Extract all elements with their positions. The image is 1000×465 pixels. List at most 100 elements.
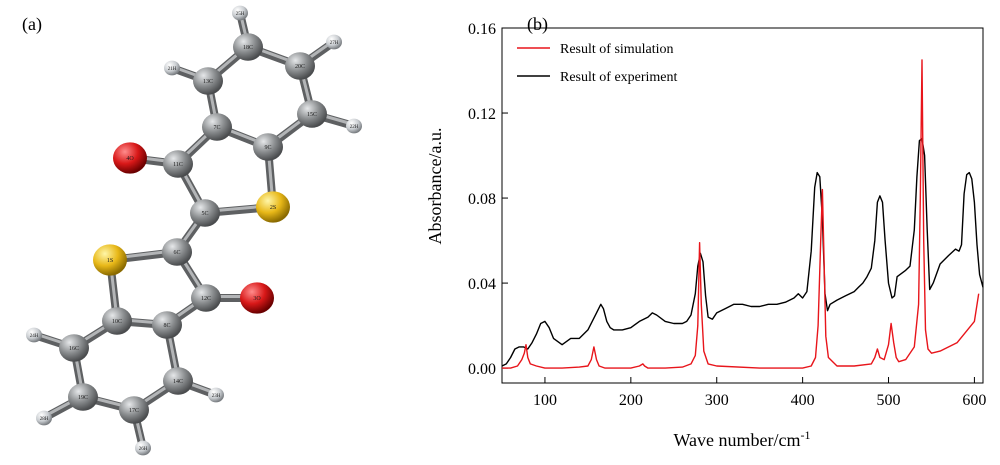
x-axis-label: Wave number/cm-1 — [673, 428, 810, 450]
atom-sphere — [163, 150, 193, 178]
atom-12C: 12C — [191, 284, 221, 312]
x-axis: 100 200 300 400 500 600 — [533, 377, 986, 409]
atom-label: 13C — [203, 79, 213, 85]
atom-label: 7C — [213, 125, 220, 131]
atom-label: 12C — [201, 296, 211, 302]
atom-label: 15C — [307, 112, 317, 118]
y-tick-label: 0.08 — [468, 191, 496, 208]
atom-sphere — [191, 284, 221, 312]
atom-label: 22H — [350, 125, 359, 130]
atom-21H: 21H — [164, 60, 180, 76]
x-axis-label-sup: -1 — [801, 428, 811, 442]
atom-sphere — [202, 113, 232, 141]
atom-sphere — [240, 282, 274, 314]
legend-label-simulation: Result of simulation — [560, 42, 674, 57]
atom-sphere — [164, 60, 180, 76]
atom-8C: 8C — [152, 311, 182, 339]
atom-1S: 1S — [93, 244, 127, 276]
y-tick-label: 0.04 — [468, 276, 496, 293]
y-axis-label: Absorbance/a.u. — [425, 128, 445, 245]
x-tick-label: 500 — [877, 392, 901, 409]
atom-label: 8C — [163, 323, 170, 329]
series-layer — [501, 59, 984, 369]
atom-sphere — [346, 118, 362, 134]
atom-sphere — [208, 387, 224, 403]
atom-26H: 26H — [135, 440, 151, 456]
atom-label: 10C — [112, 319, 122, 325]
atom-label: 18C — [243, 45, 253, 51]
atom-label: 23H — [212, 394, 221, 399]
x-tick-label: 300 — [705, 392, 729, 409]
atom-sphere — [36, 410, 52, 426]
atom-sphere — [163, 367, 193, 395]
atom-label: 25H — [236, 12, 245, 17]
legend-label-experiment: Result of experiment — [560, 70, 678, 85]
atom-label: 11C — [173, 162, 183, 168]
atom-label: 24H — [30, 334, 39, 339]
atom-sphere — [93, 244, 127, 276]
atom-6C: 6C — [162, 238, 192, 266]
atom-2S: 2S — [256, 191, 290, 223]
y-tick-label: 0.12 — [468, 106, 496, 123]
series-line-result-of-simulation — [502, 59, 980, 369]
atom-sphere — [152, 311, 182, 339]
atom-sphere — [59, 334, 89, 362]
atom-9C: 9C — [253, 133, 283, 161]
atom-3O: 3O — [240, 282, 274, 314]
atom-sphere — [190, 199, 220, 227]
atom-sphere — [26, 327, 42, 343]
atom-24H: 24H — [26, 327, 42, 343]
panel-label-b: (b) — [527, 14, 548, 34]
atom-label: 16C — [69, 346, 79, 352]
atom-28H: 28H — [36, 410, 52, 426]
atom-sphere — [256, 191, 290, 223]
atoms-layer: 1S 2S 3O 4O 5C 6C 7C 8C 9C 10C 11C 12C 13C 14C 15C 16C 1… — [26, 5, 362, 456]
plot-frame — [501, 27, 984, 384]
atom-22H: 22H — [346, 118, 362, 134]
atom-sphere — [113, 142, 147, 174]
atom-label: 2S — [270, 205, 276, 211]
atom-20C: 20C — [285, 52, 315, 80]
atom-25H: 25H — [232, 5, 248, 21]
atom-sphere — [253, 133, 283, 161]
atom-sphere — [162, 238, 192, 266]
atom-label: 21H — [168, 67, 177, 72]
y-tick-label: 0.00 — [468, 361, 496, 378]
atom-17C: 17C — [119, 396, 149, 424]
atom-label: 3O — [253, 296, 261, 302]
atom-label: 1S — [107, 258, 113, 264]
atom-label: 19C — [78, 395, 88, 401]
atom-5C: 5C — [190, 199, 220, 227]
panel-label-a: (a) — [22, 14, 42, 34]
atom-sphere — [297, 100, 327, 128]
atom-sphere — [285, 52, 315, 80]
x-tick-label: 200 — [619, 392, 643, 409]
atom-16C: 16C — [59, 334, 89, 362]
x-tick-label: 600 — [962, 392, 986, 409]
atom-sphere — [193, 67, 223, 95]
atom-27H: 27H — [326, 34, 342, 50]
atom-sphere — [232, 5, 248, 21]
atom-sphere — [135, 440, 151, 456]
x-tick-label: 100 — [533, 392, 557, 409]
x-axis-label-main: Wave number/cm — [673, 430, 800, 450]
y-tick-label: 0.16 — [468, 21, 496, 38]
atom-18C: 18C — [233, 33, 263, 61]
atom-7C: 7C — [202, 113, 232, 141]
atom-label: 17C — [129, 408, 139, 414]
atom-11C: 11C — [163, 150, 193, 178]
atom-15C: 15C — [297, 100, 327, 128]
atom-label: 6C — [173, 250, 180, 256]
atom-10C: 10C — [102, 307, 132, 335]
atom-sphere — [233, 33, 263, 61]
atom-19C: 19C — [68, 383, 98, 411]
x-tick-label: 400 — [791, 392, 815, 409]
atom-label: 9C — [264, 145, 271, 151]
atom-4O: 4O — [113, 142, 147, 174]
atom-13C: 13C — [193, 67, 223, 95]
atom-label: 4O — [126, 156, 134, 162]
atom-label: 14C — [173, 379, 183, 385]
atom-label: 26H — [139, 447, 148, 452]
series-line-result-of-experiment — [501, 137, 984, 367]
